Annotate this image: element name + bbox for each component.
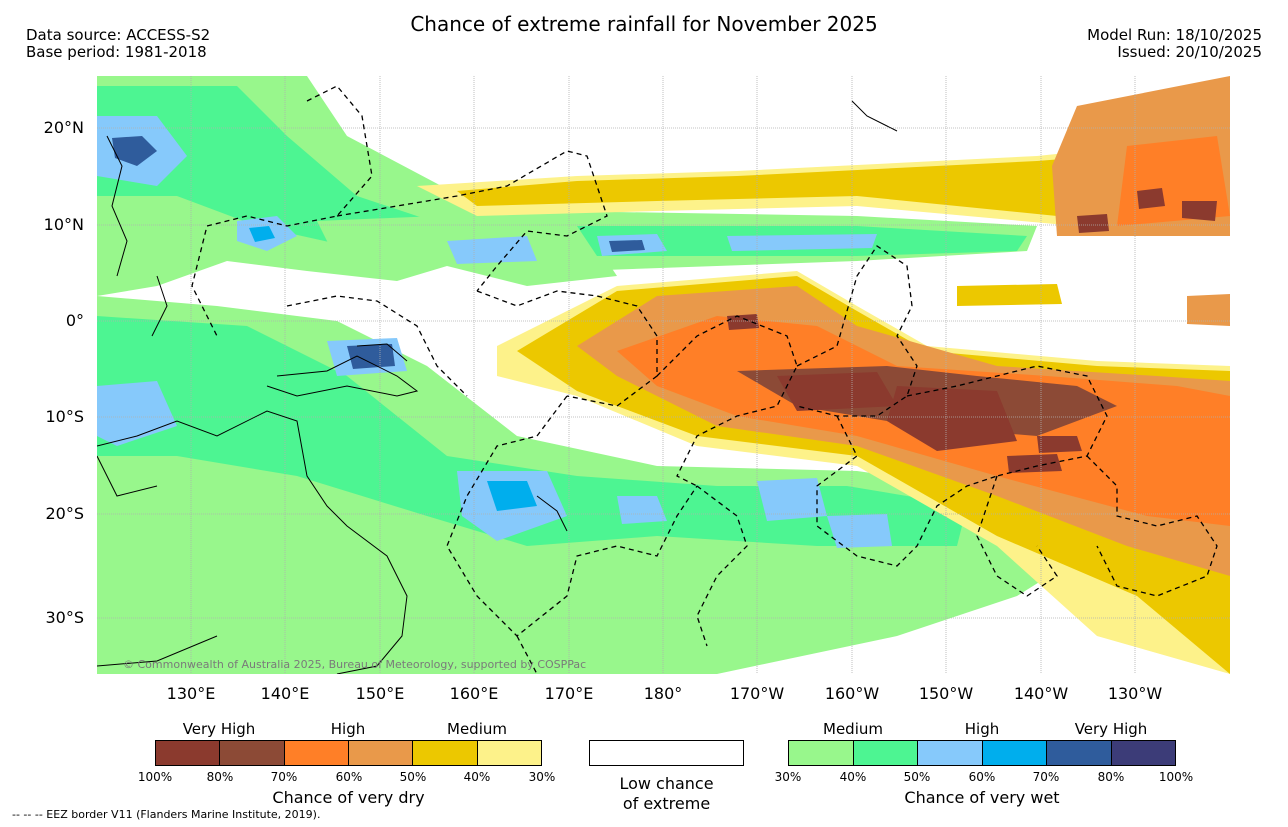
eez-footnote: -- -- -- EEZ border V11 (Flanders Marine… xyxy=(12,808,321,821)
dry-tick-70: 70% xyxy=(270,770,298,784)
lon-label-170w: 170°W xyxy=(729,684,785,703)
lon-label-140w: 140°W xyxy=(1013,684,1069,703)
dry-group-medium: Medium xyxy=(447,720,507,738)
dry-region-equatorial xyxy=(497,271,1230,674)
lon-label-160e: 160°E xyxy=(449,684,499,703)
lat-label-20n: 20°N xyxy=(43,118,84,137)
low-chance-line1: Low chance xyxy=(619,774,714,793)
lat-label-10s: 10°S xyxy=(45,407,84,426)
dry-legend-title: Chance of very dry xyxy=(272,788,425,807)
lon-label-150w: 150°W xyxy=(918,684,974,703)
wet-swatch-70-80 xyxy=(1047,741,1112,765)
lat-label-10n: 10°N xyxy=(43,215,84,234)
dry-tick-30: 30% xyxy=(528,770,556,784)
issued-date: Issued: 20/10/2025 xyxy=(1117,43,1262,61)
low-chance-label: Low chance of extreme xyxy=(589,774,744,814)
lon-label-170e: 170°E xyxy=(544,684,594,703)
wet-swatch-80-100 xyxy=(1111,741,1175,765)
wet-legend-title: Chance of very wet xyxy=(904,788,1060,807)
wet-colorbar xyxy=(788,740,1176,766)
wet-swatch-60-70 xyxy=(982,741,1047,765)
dry-tick-50: 50% xyxy=(399,770,427,784)
dry-colorbar xyxy=(155,740,542,766)
wet-tick-30: 30% xyxy=(774,770,802,784)
rainfall-map xyxy=(97,76,1230,674)
wet-group-high: High xyxy=(964,720,1000,738)
data-source: Data source: ACCESS-S2 xyxy=(26,26,211,44)
wet-swatch-40-50 xyxy=(853,741,918,765)
lon-label-180: 180° xyxy=(643,684,683,703)
model-info-block: Model Run: 18/10/2025 Issued: 20/10/2025 xyxy=(1087,27,1262,61)
lon-label-130w: 130°W xyxy=(1107,684,1163,703)
wet-group-medium: Medium xyxy=(823,720,883,738)
dry-swatch-60-50 xyxy=(348,741,414,765)
coastlines xyxy=(97,100,898,674)
dry-group-high: High xyxy=(330,720,366,738)
low-chance-swatch xyxy=(589,740,744,766)
wet-tick-50: 50% xyxy=(903,770,931,784)
dry-swatch-40-30 xyxy=(477,741,541,765)
wet-swatch-50-60 xyxy=(918,741,983,765)
wet-tick-60: 60% xyxy=(968,770,996,784)
lon-label-160w: 160°W xyxy=(824,684,880,703)
dry-band-north xyxy=(417,76,1230,326)
lat-label-20s: 20°S xyxy=(45,504,84,523)
low-chance-line2: of extreme xyxy=(622,794,711,813)
dry-swatch-80-70 xyxy=(220,741,285,765)
lat-label-0: 0° xyxy=(65,311,84,330)
wet-swatch-30-40 xyxy=(789,741,854,765)
wet-band-north xyxy=(317,211,1037,271)
eez-borders xyxy=(191,85,1218,674)
wet-group-very-high: Very High xyxy=(1074,720,1148,738)
wet-tick-80: 80% xyxy=(1097,770,1125,784)
data-source-block: Data source: ACCESS-S2 Base period: 1981… xyxy=(26,27,210,61)
dry-tick-60: 60% xyxy=(335,770,363,784)
dry-tick-80: 80% xyxy=(206,770,234,784)
wet-tick-40: 40% xyxy=(839,770,867,784)
wet-region-south-west xyxy=(97,296,1097,674)
dry-swatch-100-80 xyxy=(156,741,221,765)
wet-tick-100: 100% xyxy=(1158,770,1194,784)
base-period: Base period: 1981-2018 xyxy=(26,43,207,61)
model-run: Model Run: 18/10/2025 xyxy=(1087,26,1262,44)
lon-label-130e: 130°E xyxy=(166,684,216,703)
wet-tick-70: 70% xyxy=(1032,770,1060,784)
dry-tick-100: 100% xyxy=(137,770,173,784)
dry-group-very-high: Very High xyxy=(182,720,256,738)
dry-tick-40: 40% xyxy=(463,770,491,784)
lon-label-150e: 150°E xyxy=(355,684,405,703)
map-title: Chance of extreme rainfall for November … xyxy=(410,12,878,36)
dry-swatch-50-40 xyxy=(413,741,478,765)
lat-label-30s: 30°S xyxy=(45,608,84,627)
copyright-notice: © Commonwealth of Australia 2025, Bureau… xyxy=(123,658,587,671)
lon-label-140e: 140°E xyxy=(260,684,310,703)
dry-swatch-70-60 xyxy=(284,741,349,765)
